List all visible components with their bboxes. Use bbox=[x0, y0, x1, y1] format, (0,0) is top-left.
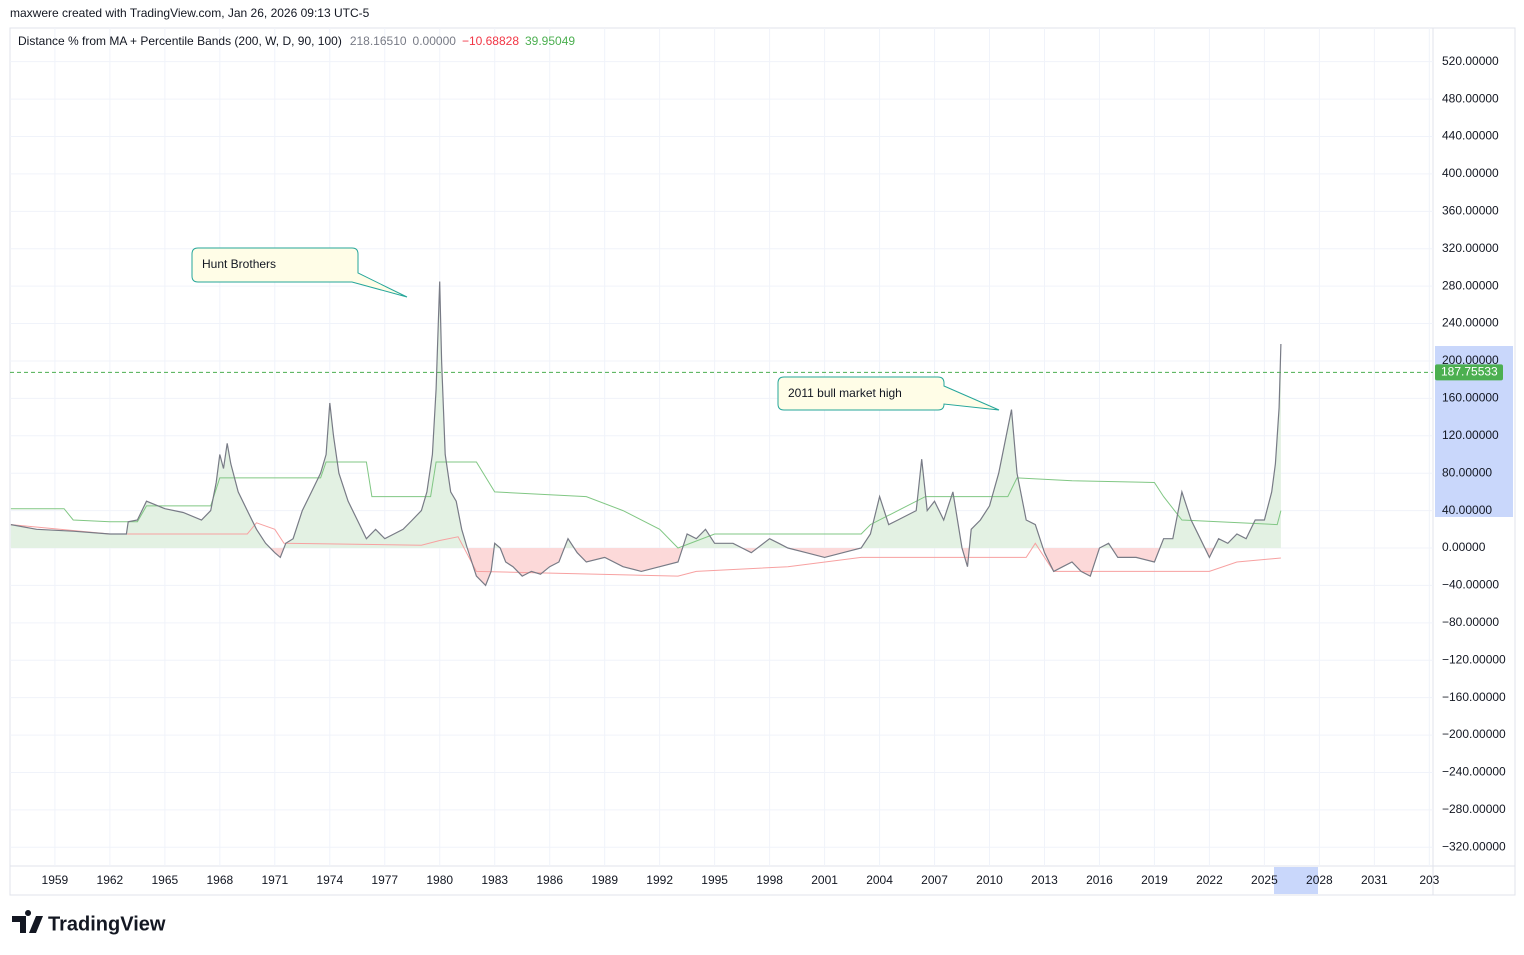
logo-mark bbox=[12, 910, 43, 933]
annotation: 2011 bull market high bbox=[788, 386, 902, 400]
legend-value: 39.95049 bbox=[525, 34, 575, 48]
x-tick-label: 2028 bbox=[1306, 873, 1333, 887]
y-tick-label: 440.00000 bbox=[1442, 129, 1499, 143]
credit: maxwere created with TradingView.com, Ja… bbox=[10, 6, 370, 20]
callout: 2011 bull market high bbox=[777, 376, 1000, 411]
x-tick-label: 1965 bbox=[152, 873, 179, 887]
area-above bbox=[10, 281, 1281, 549]
x-tick-label: 1983 bbox=[481, 873, 508, 887]
x-tick-label: 1980 bbox=[426, 873, 453, 887]
legend-value: 0.00000 bbox=[413, 34, 457, 48]
series-line bbox=[10, 522, 1281, 577]
x-tick-label: 1995 bbox=[701, 873, 728, 887]
y-tick-label: −160.00000 bbox=[1442, 690, 1506, 704]
y-tick-label: 360.00000 bbox=[1442, 203, 1499, 217]
x-tick-label: 2007 bbox=[921, 873, 948, 887]
y-tick-label: −240.00000 bbox=[1442, 765, 1506, 779]
price-label: 187.75533 bbox=[1441, 365, 1498, 379]
y-tick-label: −40.00000 bbox=[1442, 578, 1499, 592]
legend-value: −10.68828 bbox=[462, 34, 519, 48]
x-tick-label: 1959 bbox=[42, 873, 69, 887]
x-tick-label: 2001 bbox=[811, 873, 838, 887]
brand-logo: TradingView bbox=[12, 910, 166, 935]
y-tick-label: −280.00000 bbox=[1442, 802, 1506, 816]
indicator-title: Distance % from MA + Percentile Bands (2… bbox=[18, 34, 342, 48]
x-tick-label: 2022 bbox=[1196, 873, 1223, 887]
price-label-box bbox=[1435, 364, 1503, 381]
y-tick-label: 480.00000 bbox=[1442, 91, 1499, 105]
x-tick-label: 1977 bbox=[371, 873, 398, 887]
y-tick-label: 200.00000 bbox=[1442, 353, 1499, 367]
y-tick-label: −80.00000 bbox=[1442, 615, 1499, 629]
y-tick-label: 120.00000 bbox=[1442, 428, 1499, 442]
x-tick-label: 1986 bbox=[536, 873, 563, 887]
x-tick-label: 2025 bbox=[1251, 873, 1278, 887]
x-tick-label: 2013 bbox=[1031, 873, 1058, 887]
brand: TradingView bbox=[48, 913, 166, 935]
y-tick-label: 160.00000 bbox=[1442, 391, 1499, 405]
x-tick-label: 2031 bbox=[1361, 873, 1388, 887]
series-line bbox=[10, 461, 1282, 549]
callout: Hunt Brothers bbox=[191, 247, 408, 298]
annotation: Hunt Brothers bbox=[202, 257, 276, 271]
series-line bbox=[10, 281, 1282, 587]
y-tick-label: −200.00000 bbox=[1442, 727, 1506, 741]
y-tick-label: −120.00000 bbox=[1442, 652, 1506, 666]
x-tick-label: 203 bbox=[1419, 873, 1439, 887]
x-range-highlight bbox=[1274, 867, 1318, 894]
callout-box bbox=[191, 247, 408, 298]
x-tick-label: 1962 bbox=[97, 873, 124, 887]
x-tick-label: 1989 bbox=[591, 873, 618, 887]
x-tick-label: 1998 bbox=[756, 873, 783, 887]
y-tick-label: 320.00000 bbox=[1442, 241, 1499, 255]
x-tick-label: 2010 bbox=[976, 873, 1003, 887]
y-tick-label: 240.00000 bbox=[1442, 316, 1499, 330]
x-tick-label: 2016 bbox=[1086, 873, 1113, 887]
y-tick-label: 520.00000 bbox=[1442, 54, 1499, 68]
x-tick-label: 2004 bbox=[866, 873, 893, 887]
x-tick-label: 1968 bbox=[206, 873, 233, 887]
x-tick-label: 2019 bbox=[1141, 873, 1168, 887]
x-tick-label: 1971 bbox=[261, 873, 288, 887]
area-below bbox=[10, 548, 1281, 586]
callout-box bbox=[777, 376, 1000, 411]
x-tick-label: 1992 bbox=[646, 873, 673, 887]
y-tick-label: 280.00000 bbox=[1442, 278, 1499, 292]
y-tick-label: 400.00000 bbox=[1442, 166, 1499, 180]
y-tick-label: 0.00000 bbox=[1442, 540, 1486, 554]
y-tick-label: 40.00000 bbox=[1442, 503, 1492, 517]
x-tick-label: 1974 bbox=[316, 873, 343, 887]
legend-value: 218.16510 bbox=[350, 34, 407, 48]
y-tick-label: 80.00000 bbox=[1442, 465, 1492, 479]
frame bbox=[9, 27, 1516, 896]
y-tick-label: −320.00000 bbox=[1442, 839, 1506, 853]
